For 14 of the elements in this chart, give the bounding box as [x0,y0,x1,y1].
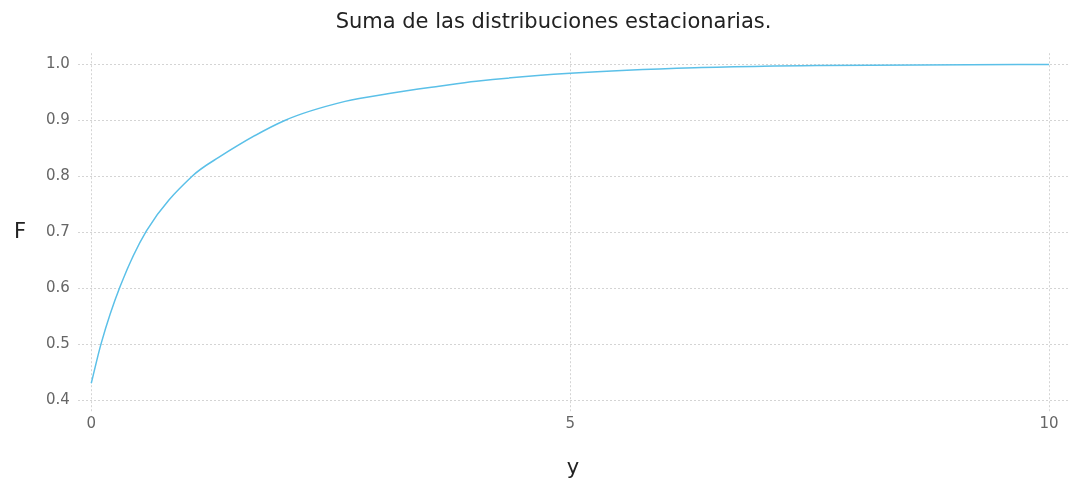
line-series [90,63,1050,384]
x-axis-title: y [566,454,580,479]
y-axis-title: F [13,218,27,243]
y-tick-label: 0.9 [46,110,70,129]
x-tick-label: 0 [86,413,97,432]
x-tick-label: 5 [565,413,575,432]
y-tick-label: 1.0 [46,54,70,73]
x-tick-label: 10 [1039,413,1059,432]
y-tick-label: 0.6 [46,278,70,297]
y-tick-label: 0.8 [46,166,70,185]
chart-title: Suma de las distribuciones estacionarias. [335,9,772,34]
y-tick-label: 0.7 [46,222,70,241]
y-tick-label: 0.4 [46,390,70,409]
y-tick-label: 0.5 [46,334,70,353]
